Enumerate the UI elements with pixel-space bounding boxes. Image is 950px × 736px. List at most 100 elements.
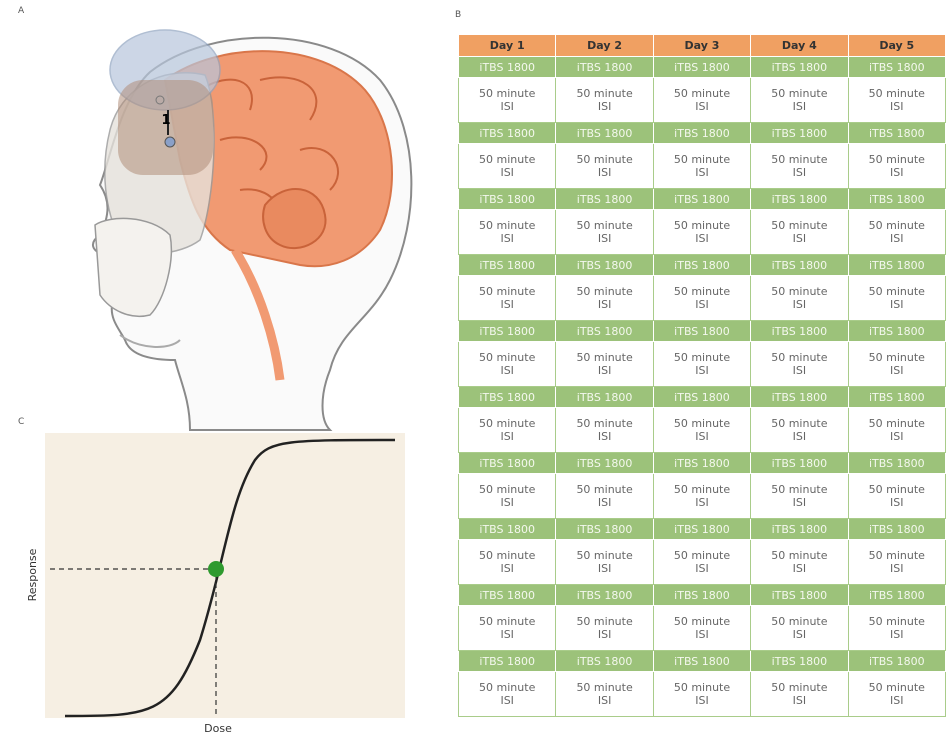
table-cell: iTBS 1800 xyxy=(555,452,654,474)
table-cell: 50 minute ISI xyxy=(652,275,752,321)
table-cell: 50 minute ISI xyxy=(652,539,752,585)
table-row: iTBS 1800 iTBS 1800 iTBS 1800 iTBS 1800 iTBS… xyxy=(457,650,947,672)
table-cell: iTBS 1800 xyxy=(750,56,849,78)
table-cell: 50 minute ISI xyxy=(847,209,947,255)
table-cell: iTBS 1800 xyxy=(750,584,849,606)
table-row: iTBS 1800 iTBS 1800 iTBS 1800 iTBS 1800 iTBS… xyxy=(457,386,947,408)
table-cell: iTBS 1800 xyxy=(750,386,849,408)
table-cell: 50 minute ISI xyxy=(457,407,557,453)
table-cell: 50 minute ISI xyxy=(457,473,557,519)
table-row: 50 minute ISI 50 minute ISI 50 minute ISI 5… xyxy=(457,473,947,519)
table-cell: iTBS 1800 xyxy=(457,188,557,210)
table-cell: iTBS 1800 xyxy=(847,122,947,144)
table-cell: iTBS 1800 xyxy=(652,188,752,210)
table-cell: iTBS 1800 xyxy=(457,386,557,408)
table-cell: 50 minute ISI xyxy=(457,605,557,651)
table-cell: 50 minute ISI xyxy=(555,275,654,321)
table-cell: 50 minute ISI xyxy=(750,77,849,123)
table-cell: 50 minute ISI xyxy=(750,209,849,255)
table-cell: 50 minute ISI xyxy=(457,77,557,123)
table-cell: iTBS 1800 xyxy=(847,56,947,78)
panel-label: A xyxy=(18,6,25,16)
table-cell: iTBS 1800 xyxy=(750,254,849,276)
table-cell: 50 minute ISI xyxy=(457,539,557,585)
table-cell: iTBS 1800 xyxy=(457,650,557,672)
table-cell: 50 minute ISI xyxy=(555,143,654,189)
table-cell: iTBS 1800 xyxy=(555,122,654,144)
table-row: iTBS 1800 iTBS 1800 iTBS 1800 iTBS 1800 iTBS… xyxy=(457,452,947,474)
table-cell: 50 minute ISI xyxy=(750,473,849,519)
table-cell: 50 minute ISI xyxy=(555,341,654,387)
table-cell: iTBS 1800 xyxy=(555,188,654,210)
table-cell: 50 minute ISI xyxy=(847,275,947,321)
table-cell: 50 minute ISI xyxy=(750,605,849,651)
table-cell: iTBS 1800 xyxy=(555,584,654,606)
table-cell: 50 minute ISI xyxy=(847,143,947,189)
table-cell: 50 minute ISI xyxy=(555,209,654,255)
table-cell: iTBS 1800 xyxy=(750,650,849,672)
panel-label: C xyxy=(18,417,25,427)
head-illustration xyxy=(92,29,413,431)
panel-label: B xyxy=(455,10,462,20)
site-marker: 1 xyxy=(161,113,170,128)
table-cell: iTBS 1800 xyxy=(555,386,654,408)
table-row: iTBS 1800 iTBS 1800 iTBS 1800 iTBS 1800 iTBS… xyxy=(457,188,947,210)
table-row: iTBS 1800 iTBS 1800 iTBS 1800 iTBS 1800 iTBS… xyxy=(457,254,947,276)
header-cell: Day 2 xyxy=(555,34,654,57)
table-cell: iTBS 1800 xyxy=(847,188,947,210)
table-cell: iTBS 1800 xyxy=(652,320,752,342)
header-row: Day 1 Day 2 Day 3 Day 4 Day 5 xyxy=(457,34,947,57)
axis-label: Response xyxy=(26,548,39,601)
table-cell: 50 minute ISI xyxy=(652,473,752,519)
axis-label: Dose xyxy=(204,722,232,735)
inflection-point xyxy=(208,561,224,577)
table-cell: iTBS 1800 xyxy=(847,650,947,672)
table-cell: iTBS 1800 xyxy=(750,452,849,474)
table-cell: iTBS 1800 xyxy=(457,452,557,474)
table-cell: iTBS 1800 xyxy=(847,584,947,606)
table-cell: iTBS 1800 xyxy=(555,254,654,276)
table-row: 50 minute ISI 50 minute ISI 50 minute ISI 5… xyxy=(457,605,947,651)
table-cell: iTBS 1800 xyxy=(457,56,557,78)
table-cell: iTBS 1800 xyxy=(652,56,752,78)
table-cell: 50 minute ISI xyxy=(457,341,557,387)
table-cell: 50 minute ISI xyxy=(750,539,849,585)
table-cell: 50 minute ISI xyxy=(750,341,849,387)
table-cell: iTBS 1800 xyxy=(555,56,654,78)
table-cell: iTBS 1800 xyxy=(652,386,752,408)
header-cell: Day 1 xyxy=(457,34,557,57)
table-cell: 50 minute ISI xyxy=(652,143,752,189)
table-row: 50 minute ISI 50 minute ISI 50 minute ISI 5… xyxy=(457,275,947,321)
table-cell: 50 minute ISI xyxy=(750,275,849,321)
table-cell: 50 minute ISI xyxy=(555,539,654,585)
table-cell: 50 minute ISI xyxy=(652,209,752,255)
table-cell: iTBS 1800 xyxy=(652,650,752,672)
table-cell: 50 minute ISI xyxy=(750,671,849,717)
table-cell: 50 minute ISI xyxy=(652,605,752,651)
header-cell: Day 5 xyxy=(847,34,947,57)
table-row: iTBS 1800 iTBS 1800 iTBS 1800 iTBS 1800 iTBS… xyxy=(457,320,947,342)
table-cell: 50 minute ISI xyxy=(847,473,947,519)
table-cell: iTBS 1800 xyxy=(555,650,654,672)
table-row: 50 minute ISI 50 minute ISI 50 minute ISI 5… xyxy=(457,77,947,123)
table-row: 50 minute ISI 50 minute ISI 50 minute ISI 5… xyxy=(457,341,947,387)
table-cell: iTBS 1800 xyxy=(457,584,557,606)
table-row: 50 minute ISI 50 minute ISI 50 minute ISI 5… xyxy=(457,671,947,717)
table-cell: iTBS 1800 xyxy=(750,320,849,342)
table-cell: iTBS 1800 xyxy=(847,254,947,276)
table-cell: 50 minute ISI xyxy=(652,671,752,717)
table-cell: 50 minute ISI xyxy=(555,77,654,123)
plot-area xyxy=(45,433,405,718)
table-cell: 50 minute ISI xyxy=(555,605,654,651)
table-row: 50 minute ISI 50 minute ISI 50 minute ISI 5… xyxy=(457,209,947,255)
sigmoid-curve xyxy=(64,438,396,718)
table-cell: 50 minute ISI xyxy=(555,671,654,717)
table-cell: iTBS 1800 xyxy=(555,518,654,540)
table-cell: 50 minute ISI xyxy=(750,407,849,453)
table-cell: 50 minute ISI xyxy=(555,407,654,453)
table-cell: 50 minute ISI xyxy=(847,407,947,453)
table-cell: 50 minute ISI xyxy=(652,407,752,453)
table-cell: 50 minute ISI xyxy=(457,143,557,189)
table-row: 50 minute ISI 50 minute ISI 50 minute ISI 5… xyxy=(457,407,947,453)
table-cell: 50 minute ISI xyxy=(555,473,654,519)
